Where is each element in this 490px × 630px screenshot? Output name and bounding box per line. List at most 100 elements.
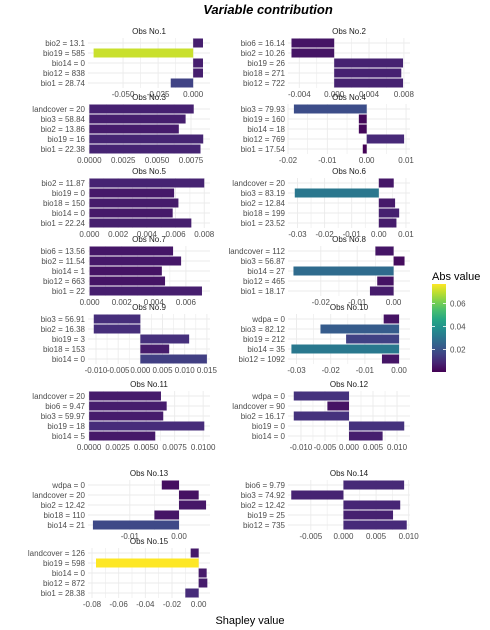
x-tick-label: -0.03	[287, 366, 306, 375]
x-tick-label: 0.004	[144, 298, 165, 307]
panel-title: Obs No.6	[332, 167, 366, 176]
x-tick-label: 0.000	[333, 532, 354, 541]
bar	[89, 188, 175, 198]
y-tick-label: wdpa = 0	[251, 315, 285, 324]
y-tick-label: bio2 = 13.1	[45, 39, 85, 48]
bar	[369, 286, 394, 296]
y-tick-label: bio2 = 11.54	[41, 257, 85, 266]
y-tick-label: landcover = 20	[32, 105, 85, 114]
bar	[89, 421, 205, 431]
y-tick-label: bio6 = 9.79	[245, 481, 285, 490]
y-tick-label: bio2 = 10.26	[241, 49, 286, 58]
x-tick-label: -0.01	[348, 298, 367, 307]
y-tick-label: bio6 = 9.47	[45, 402, 85, 411]
x-tick-label: -0.005	[299, 532, 322, 541]
x-tick-label: 0.004	[359, 90, 380, 99]
y-tick-label: landcover = 20	[232, 179, 285, 188]
bar	[198, 578, 208, 588]
x-tick-label: -0.01	[318, 156, 337, 165]
x-tick-label: 0.005	[363, 443, 384, 452]
panel-obs-10: Obs No.10 -0.03 -0.02 -0.01 0.00 wdpa = 0bio3…	[239, 303, 410, 375]
panel-obs-2: Obs No.2 -0.004 0.000 0.004 0.008 bio6 = 16.1…	[241, 27, 415, 99]
x-tick-label: 0.002	[112, 298, 133, 307]
x-tick-label: 0.01	[398, 156, 414, 165]
chart-title: Variable contribution	[203, 2, 333, 17]
y-tick-label: bio14 = 0	[52, 209, 86, 218]
y-tick-label: bio2 = 12.84	[241, 199, 286, 208]
panel-title: Obs No.14	[330, 469, 369, 478]
x-tick-label: 0.00	[386, 298, 402, 307]
panel-title: Obs No.3	[132, 93, 166, 102]
bar	[170, 78, 194, 88]
y-tick-label: bio19 = 26	[247, 59, 285, 68]
y-tick-label: landcover = 126	[28, 549, 86, 558]
y-tick-label: bio14 = 1	[52, 267, 86, 276]
bar	[89, 256, 182, 266]
x-tick-label: -0.010	[85, 366, 108, 375]
bar	[89, 276, 166, 286]
x-tick-label: -0.02	[315, 230, 334, 239]
bar	[343, 500, 401, 510]
y-tick-label: bio3 = 79.93	[241, 105, 286, 114]
y-tick-label: bio12 = 872	[43, 579, 86, 588]
y-tick-label: bio1 = 23.52	[241, 219, 286, 228]
bar	[378, 178, 394, 188]
bar	[89, 198, 179, 208]
x-tick-label: -0.01	[121, 532, 140, 541]
bar	[362, 144, 367, 154]
bar	[154, 510, 180, 520]
y-tick-label: bio14 = 0	[52, 569, 86, 578]
y-tick-label: bio19 = 18	[47, 422, 85, 431]
y-tick-label: bio14 = 0	[52, 355, 86, 364]
y-tick-label: landcover = 112	[228, 247, 285, 256]
bar	[93, 48, 194, 58]
bar	[378, 198, 396, 208]
y-tick-label: bio19 = 598	[43, 559, 86, 568]
x-tick-label: 0.000	[130, 366, 151, 375]
bar	[294, 188, 379, 198]
x-tick-label: -0.02	[279, 156, 298, 165]
bar	[193, 58, 203, 68]
panel-obs-12: Obs No.12 -0.010 -0.005 0.000 0.005 0.010 wdpa…	[232, 380, 410, 452]
x-tick-label: 0.00	[391, 366, 407, 375]
bar	[349, 421, 405, 431]
y-tick-label: bio6 = 13.56	[41, 247, 86, 256]
panel-title: Obs No.11	[130, 380, 168, 389]
bar	[346, 334, 400, 344]
bar	[381, 354, 400, 364]
bar	[358, 114, 367, 124]
bar	[198, 568, 207, 578]
panel-obs-15: Obs No.15 -0.08 -0.06 -0.04 -0.02 0.00 landcov…	[28, 537, 210, 609]
y-tick-label: bio14 = 21	[47, 521, 85, 530]
y-tick-label: bio12 = 769	[243, 135, 286, 144]
bar	[190, 548, 199, 558]
bar	[293, 104, 367, 114]
bar	[377, 276, 394, 286]
y-tick-label: bio1 = 28.38	[41, 589, 86, 598]
x-tick-label: 0.008	[394, 90, 415, 99]
panel-obs-7: Obs No.7 0.000 0.002 0.004 0.006 bio6 = 13.56…	[41, 235, 210, 307]
x-tick-label: 0.010	[175, 366, 196, 375]
x-tick-label: 0.008	[194, 230, 215, 239]
panel-title: Obs No.13	[130, 469, 169, 478]
x-tick-label: 0.005	[366, 532, 387, 541]
y-tick-label: bio1 = 22.24	[41, 219, 86, 228]
y-tick-label: bio19 = 585	[43, 49, 86, 58]
panel-title: Obs No.5	[132, 167, 166, 176]
panel-obs-14: Obs No.14 -0.005 0.000 0.005 0.010 bio6 = 9.7…	[241, 469, 420, 541]
x-tick-label: -0.025	[147, 90, 170, 99]
bar	[89, 218, 192, 228]
x-tick-label: -0.005	[314, 443, 337, 452]
y-tick-label: bio3 = 82.12	[241, 325, 286, 334]
y-tick-label: bio19 = 0	[252, 422, 286, 431]
y-tick-label: bio18 = 150	[43, 199, 86, 208]
bar	[89, 134, 204, 144]
x-tick-label: 0.0100	[191, 443, 216, 452]
y-tick-label: bio19 = 16	[47, 135, 85, 144]
x-tick-label: 0.00	[191, 600, 207, 609]
x-tick-label: 0.00	[371, 230, 387, 239]
x-tick-label: -0.02	[322, 366, 341, 375]
panel-title: Obs No.15	[130, 537, 169, 546]
